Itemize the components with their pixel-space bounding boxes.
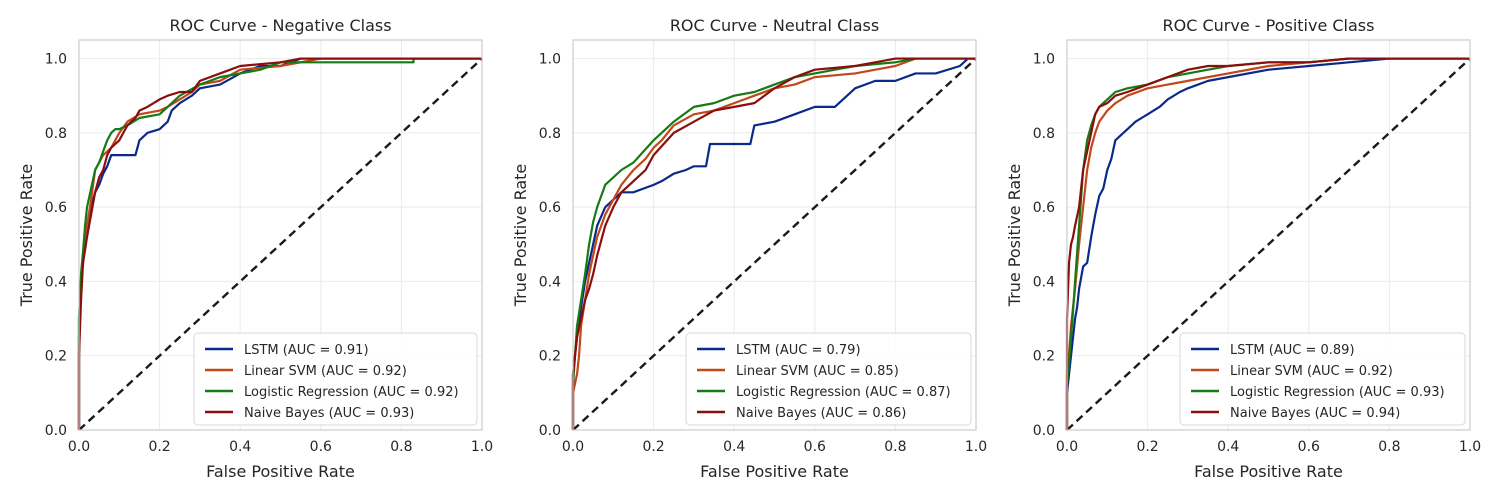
chart-3-title: ROC Curve - Positive Class bbox=[1163, 16, 1375, 35]
chart-2-y-axis-label: True Positive Rate bbox=[511, 164, 530, 308]
chart-3-ytick-label: 0.0 bbox=[1033, 423, 1055, 439]
chart-3-legend-label: LSTM (AUC = 0.89) bbox=[1230, 343, 1355, 358]
chart-1-legend-label: Logistic Regression (AUC = 0.92) bbox=[244, 385, 459, 400]
chart-1-xtick-label: 0.8 bbox=[390, 439, 412, 455]
chart-1-y-axis-label: True Positive Rate bbox=[17, 164, 36, 308]
chart-1-xtick-label: 1.0 bbox=[471, 439, 493, 455]
chart-3-chance-line bbox=[1066, 57, 1471, 431]
chart-3-panel: 0.0 0.2 0.4 0.6 0.8 1.0 0.0 0.2 0.4 0.6 0.8 1.0 ROC … bbox=[1005, 16, 1481, 481]
chart-1-legend-label: Linear SVM (AUC = 0.92) bbox=[244, 364, 407, 379]
chart-1-frame bbox=[78, 39, 483, 431]
chart-2-ytick-label: 0.8 bbox=[539, 126, 561, 142]
chart-1-ytick-label: 0.6 bbox=[45, 200, 67, 216]
chart-2-legend-label: Logistic Regression (AUC = 0.87) bbox=[736, 385, 951, 400]
chart-3-series-1-line bbox=[1065, 57, 1470, 430]
chart-2-legend-box bbox=[685, 332, 972, 426]
chart-2-ytick-label: 0.2 bbox=[539, 349, 561, 365]
chart-3-y-axis-label: True Positive Rate bbox=[1005, 164, 1024, 308]
chart-3-frame bbox=[1066, 39, 1471, 431]
chart-3-ytick-label: 0.6 bbox=[1033, 200, 1055, 216]
chart-2-x-axis-label: False Positive Rate bbox=[700, 462, 849, 481]
chart-1-series-4-line bbox=[77, 57, 482, 430]
chart-1-xtick-label: 0.4 bbox=[229, 439, 251, 455]
chart-1-legend: LSTM (AUC = 0.91) Linear SVM (AUC = 0.92)… bbox=[193, 332, 478, 426]
chart-3-xtick-label: 1.0 bbox=[1459, 439, 1481, 455]
chart-3-series-4-line bbox=[1065, 57, 1470, 430]
chart-2-legend-label: Linear SVM (AUC = 0.85) bbox=[736, 364, 899, 379]
chart-2-xtick-label: 0.6 bbox=[804, 439, 826, 455]
chart-1-title: ROC Curve - Negative Class bbox=[169, 16, 391, 35]
chart-1-ytick-label: 0.4 bbox=[45, 274, 67, 290]
chart-1-series-2-line bbox=[77, 57, 482, 430]
chart-2-frame bbox=[572, 39, 977, 431]
chart-2-series-1-line bbox=[571, 57, 976, 430]
chart-3-legend: LSTM (AUC = 0.89) Linear SVM (AUC = 0.92)… bbox=[1179, 332, 1466, 426]
chart-3-legend-label: Logistic Regression (AUC = 0.93) bbox=[1230, 385, 1445, 400]
chart-1-chance-line bbox=[78, 57, 483, 431]
chart-1-panel: 0.0 0.2 0.4 0.6 0.8 1.0 0.0 0.2 0.4 0.6 0.8 1.0 ROC … bbox=[17, 16, 493, 481]
chart-2-legend: LSTM (AUC = 0.79) Linear SVM (AUC = 0.85)… bbox=[685, 332, 972, 426]
chart-2-xtick-label: 0.0 bbox=[562, 439, 584, 455]
chart-1-ytick-label: 0.8 bbox=[45, 126, 67, 142]
chart-2-xtick-label: 0.8 bbox=[884, 439, 906, 455]
chart-3-x-axis-label: False Positive Rate bbox=[1194, 462, 1343, 481]
chart-2-xtick-label: 0.4 bbox=[723, 439, 745, 455]
chart-1-legend-label: Naive Bayes (AUC = 0.93) bbox=[244, 406, 414, 421]
chart-3-ytick-label: 0.8 bbox=[1033, 126, 1055, 142]
chart-3-legend-label: Naive Bayes (AUC = 0.94) bbox=[1230, 406, 1400, 421]
chart-3-ytick-label: 0.4 bbox=[1033, 274, 1055, 290]
chart-2-series-3-line bbox=[571, 57, 976, 430]
chart-3-ytick-label: 1.0 bbox=[1033, 52, 1055, 68]
chart-3-xtick-label: 0.8 bbox=[1378, 439, 1400, 455]
chart-3-legend-label: Linear SVM (AUC = 0.92) bbox=[1230, 364, 1393, 379]
chart-1-ytick-label: 1.0 bbox=[45, 52, 67, 68]
chart-2-chance-line bbox=[572, 57, 977, 431]
chart-3-xtick-label: 0.6 bbox=[1298, 439, 1320, 455]
chart-3-xtick-label: 0.0 bbox=[1056, 439, 1078, 455]
chart-1-ytick-label: 0.0 bbox=[45, 423, 67, 439]
chart-1-xtick-label: 0.6 bbox=[310, 439, 332, 455]
chart-1-series-3-line bbox=[77, 57, 482, 430]
chart-2-legend-label: Naive Bayes (AUC = 0.86) bbox=[736, 406, 906, 421]
chart-2-legend-label: LSTM (AUC = 0.79) bbox=[736, 343, 861, 358]
chart-2-xtick-label: 1.0 bbox=[965, 439, 987, 455]
chart-2-ytick-label: 0.0 bbox=[539, 423, 561, 439]
chart-2-ytick-label: 0.4 bbox=[539, 274, 561, 290]
chart-1-xtick-label: 0.2 bbox=[148, 439, 170, 455]
chart-1-ytick-label: 0.2 bbox=[45, 349, 67, 365]
chart-1-xtick-label: 0.0 bbox=[68, 439, 90, 455]
chart-2-ytick-label: 0.6 bbox=[539, 200, 561, 216]
chart-3-legend-box bbox=[1179, 332, 1466, 426]
chart-3-xtick-label: 0.2 bbox=[1136, 439, 1158, 455]
chart-1-x-axis-label: False Positive Rate bbox=[206, 462, 355, 481]
chart-2-panel: 0.0 0.2 0.4 0.6 0.8 1.0 0.0 0.2 0.4 0.6 0.8 1.0 ROC … bbox=[511, 16, 987, 481]
chart-2-xtick-label: 0.2 bbox=[642, 439, 664, 455]
chart-3-ytick-label: 0.2 bbox=[1033, 349, 1055, 365]
chart-1-legend-box bbox=[193, 332, 478, 426]
chart-2-series-4-line bbox=[571, 57, 976, 430]
chart-2-title: ROC Curve - Neutral Class bbox=[670, 16, 879, 35]
chart-2-ytick-label: 1.0 bbox=[539, 52, 561, 68]
chart-3-xtick-label: 0.4 bbox=[1217, 439, 1239, 455]
chart-1-legend-label: LSTM (AUC = 0.91) bbox=[244, 343, 369, 358]
